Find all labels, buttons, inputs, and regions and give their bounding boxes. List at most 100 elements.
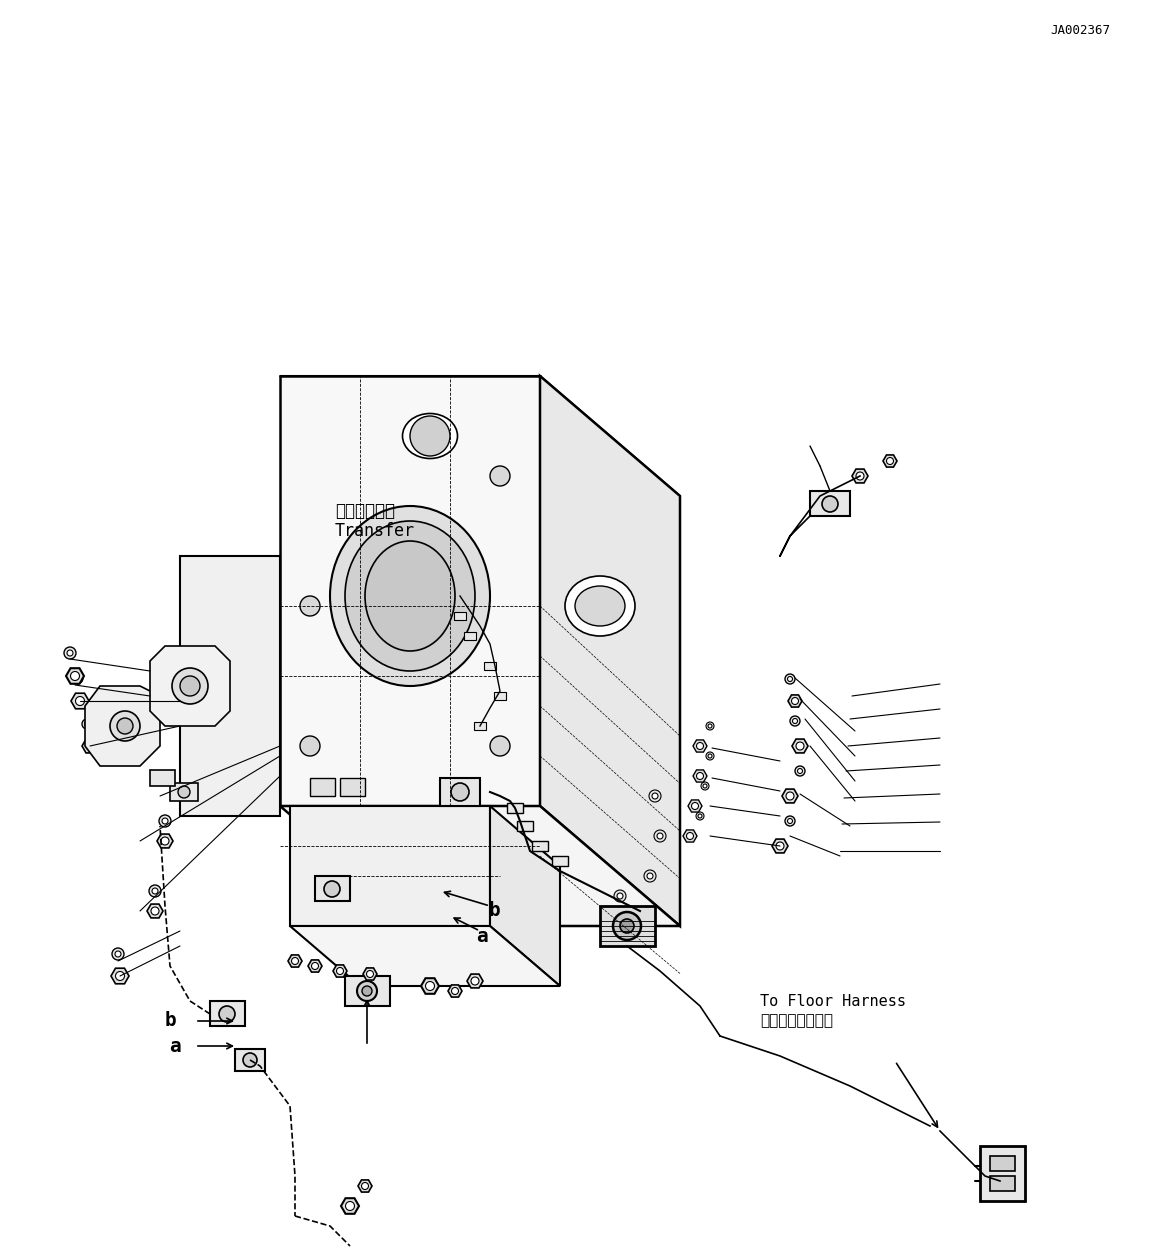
- Circle shape: [490, 466, 511, 486]
- Circle shape: [795, 742, 804, 750]
- Circle shape: [776, 842, 784, 850]
- Circle shape: [300, 597, 320, 615]
- Bar: [809, 491, 850, 516]
- Circle shape: [312, 962, 319, 970]
- Circle shape: [86, 742, 94, 750]
- Circle shape: [178, 786, 190, 798]
- Circle shape: [790, 716, 800, 726]
- Circle shape: [112, 948, 124, 960]
- Polygon shape: [66, 668, 84, 683]
- Bar: [600, 906, 655, 946]
- Text: a: a: [476, 927, 487, 946]
- Bar: [494, 692, 506, 700]
- Polygon shape: [110, 968, 129, 983]
- Circle shape: [451, 987, 458, 995]
- Circle shape: [411, 416, 450, 456]
- Circle shape: [243, 1053, 257, 1068]
- Circle shape: [219, 1006, 235, 1022]
- Circle shape: [426, 981, 435, 991]
- Circle shape: [490, 736, 511, 756]
- Circle shape: [362, 986, 372, 996]
- Polygon shape: [688, 800, 702, 813]
- Polygon shape: [883, 455, 897, 467]
- Circle shape: [357, 981, 377, 1001]
- Bar: [475, 722, 486, 730]
- Circle shape: [652, 793, 658, 799]
- Ellipse shape: [402, 413, 457, 458]
- Polygon shape: [683, 830, 697, 842]
- Circle shape: [64, 647, 76, 659]
- Circle shape: [697, 742, 704, 750]
- Circle shape: [451, 782, 469, 801]
- Circle shape: [83, 718, 92, 728]
- Bar: [235, 1049, 265, 1071]
- Bar: [170, 782, 198, 801]
- Circle shape: [362, 1182, 369, 1189]
- Circle shape: [117, 718, 133, 734]
- Polygon shape: [288, 955, 302, 967]
- Circle shape: [613, 912, 641, 939]
- Bar: [315, 875, 350, 901]
- Circle shape: [292, 957, 299, 965]
- Circle shape: [74, 674, 80, 681]
- Polygon shape: [157, 834, 173, 848]
- Polygon shape: [421, 978, 438, 993]
- Polygon shape: [490, 806, 561, 986]
- Polygon shape: [468, 975, 483, 988]
- Polygon shape: [150, 646, 230, 726]
- Circle shape: [366, 971, 373, 977]
- Polygon shape: [792, 739, 808, 752]
- Polygon shape: [180, 556, 280, 816]
- Polygon shape: [772, 839, 789, 853]
- Bar: [440, 777, 480, 806]
- Bar: [484, 662, 495, 669]
- Circle shape: [697, 772, 704, 780]
- Ellipse shape: [575, 587, 625, 625]
- Circle shape: [792, 718, 798, 723]
- Text: フロアハーネスヘ: フロアハーネスヘ: [759, 1014, 833, 1029]
- Circle shape: [85, 721, 90, 726]
- Text: Transfer: Transfer: [335, 522, 415, 540]
- Circle shape: [798, 769, 802, 774]
- Circle shape: [71, 672, 83, 685]
- Polygon shape: [85, 686, 160, 766]
- Circle shape: [701, 782, 709, 790]
- Text: トランスファ: トランスファ: [335, 502, 395, 520]
- Circle shape: [822, 496, 839, 512]
- Bar: [990, 1176, 1015, 1191]
- Polygon shape: [308, 960, 322, 972]
- Circle shape: [110, 711, 140, 741]
- Circle shape: [345, 1202, 355, 1211]
- Circle shape: [614, 891, 626, 902]
- Polygon shape: [280, 806, 680, 926]
- Polygon shape: [782, 789, 798, 803]
- Circle shape: [180, 676, 200, 696]
- Polygon shape: [83, 739, 98, 752]
- Text: b: b: [164, 1011, 176, 1030]
- Bar: [464, 632, 476, 641]
- Circle shape: [702, 784, 707, 788]
- Polygon shape: [693, 770, 707, 782]
- Polygon shape: [333, 965, 347, 977]
- Polygon shape: [290, 806, 490, 926]
- Circle shape: [706, 752, 714, 760]
- Circle shape: [787, 819, 792, 824]
- Circle shape: [792, 697, 799, 705]
- Circle shape: [160, 836, 169, 845]
- Circle shape: [162, 818, 167, 824]
- Text: To Floor Harness: To Floor Harness: [759, 993, 906, 1009]
- Bar: [552, 857, 568, 865]
- Circle shape: [471, 977, 479, 985]
- Circle shape: [692, 803, 699, 810]
- Polygon shape: [71, 693, 90, 708]
- Circle shape: [686, 833, 693, 839]
- Polygon shape: [852, 468, 868, 482]
- Bar: [507, 803, 523, 813]
- Circle shape: [795, 766, 805, 776]
- Circle shape: [698, 814, 702, 818]
- Circle shape: [76, 697, 85, 706]
- Polygon shape: [280, 376, 680, 496]
- Circle shape: [785, 816, 795, 826]
- Circle shape: [657, 833, 663, 839]
- Circle shape: [67, 651, 73, 656]
